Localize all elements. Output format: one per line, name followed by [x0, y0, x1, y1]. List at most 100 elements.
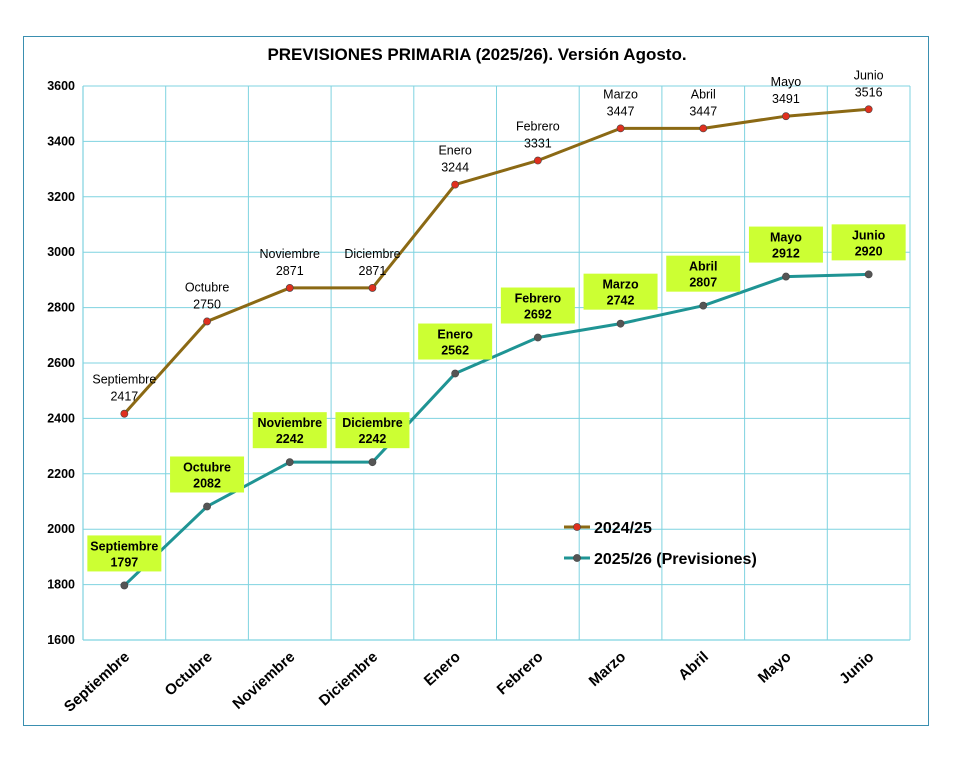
data-point: [616, 124, 625, 133]
data-label-box: [335, 412, 410, 449]
data-label: Marzo 3447: [603, 87, 638, 118]
data-label-value: 2871: [276, 264, 304, 278]
data-label-category: Febrero: [516, 120, 560, 134]
legend-label: 2024/25: [594, 520, 652, 537]
series-2024-25: Septiembre2417Octubre2750Noviembre2871Di…: [92, 68, 884, 418]
data-point: [782, 272, 790, 281]
data-label-value: 2692: [524, 308, 552, 322]
data-label: Abril 2807: [666, 255, 741, 292]
x-tick-label: Junio: [836, 648, 877, 687]
data-point: [699, 301, 708, 310]
data-label: Febrero 3331: [516, 120, 560, 151]
data-label-box: [87, 535, 162, 572]
data-label-category: Enero: [437, 328, 473, 342]
data-label: Diciembre 2871: [344, 247, 400, 278]
data-label-value: 3516: [855, 85, 883, 99]
y-tick-label: 2200: [47, 467, 75, 481]
x-tick-label: Noviembre: [229, 648, 298, 713]
x-tick-label: Marzo: [586, 648, 630, 690]
data-label-category: Octubre: [183, 460, 231, 474]
plot-area: Septiembre2417Octubre2750Noviembre2871Di…: [87, 68, 906, 590]
data-label: Mayo 2912: [748, 226, 823, 263]
data-label-category: Mayo: [770, 231, 802, 245]
data-label-value: 2871: [359, 264, 387, 278]
data-point: [285, 284, 294, 292]
data-label-category: Noviembre: [260, 247, 320, 261]
data-label: Enero 2562: [418, 323, 493, 360]
chart-frame: PREVISIONES PRIMARIA (2025/26). Versión …: [23, 36, 929, 726]
data-label-category: Mayo: [771, 75, 802, 89]
data-label-value: 2750: [193, 297, 221, 311]
data-label: Septiembre 1797: [87, 535, 162, 572]
data-label: Octubre 2750: [185, 280, 230, 311]
data-point: [699, 124, 708, 133]
data-label-category: Diciembre: [342, 416, 402, 430]
legend-swatch-marker: [573, 554, 581, 562]
series-2025-26: Septiembre1797Octubre2082Noviembre2242Di…: [87, 224, 906, 590]
data-label-value: 2562: [441, 344, 469, 358]
data-label-value: 2417: [110, 390, 138, 404]
data-label-value: 2242: [276, 432, 304, 446]
data-label: Noviembre 2242: [252, 412, 327, 449]
data-label: Junio 3516: [854, 68, 884, 99]
series-line: [123, 272, 869, 587]
data-label-box: [500, 287, 575, 324]
y-tick-label: 3000: [47, 245, 75, 259]
legend-item: 2025/26 (Previsiones): [564, 551, 757, 568]
data-label-value: 1797: [110, 555, 138, 569]
legend-label: 2025/26 (Previsiones): [594, 551, 757, 568]
x-tick-label: Febrero: [494, 648, 547, 698]
data-point: [203, 317, 211, 326]
data-label-box: [748, 226, 823, 263]
data-label-category: Septiembre: [90, 539, 158, 553]
data-label: Enero 3244: [438, 144, 471, 175]
data-label-box: [252, 412, 327, 449]
data-label: Abril 3447: [689, 87, 717, 118]
x-tick-label: Diciembre: [316, 648, 381, 709]
data-label-value: 2912: [772, 247, 800, 261]
data-label-category: Febrero: [515, 292, 562, 306]
data-point: [120, 409, 129, 418]
data-label: Junio 2920: [831, 224, 906, 261]
y-tick-label: 2000: [47, 522, 75, 536]
data-label-value: 2920: [855, 244, 883, 258]
data-label-value: 3331: [524, 137, 552, 151]
data-point: [533, 156, 542, 165]
legend-swatch-marker: [573, 523, 581, 531]
data-label-value: 3491: [772, 92, 800, 106]
data-label-value: 3447: [689, 104, 717, 118]
x-tick-label: Septiembre: [61, 648, 133, 715]
data-label-box: [666, 255, 741, 292]
y-tick-label: 3400: [47, 134, 75, 148]
data-label-category: Enero: [438, 144, 471, 158]
data-point: [203, 502, 211, 511]
gridlines: [82, 85, 911, 641]
y-axis: 1600 1800 2000 2200 2400 2600 2800 3000 3200 3400…: [47, 79, 84, 647]
data-label: Diciembre 2242: [335, 412, 410, 449]
data-point: [368, 284, 377, 292]
data-point: [120, 581, 129, 590]
data-point: [368, 458, 377, 467]
data-point: [616, 319, 625, 328]
y-tick-label: 3200: [47, 190, 75, 204]
data-label-box: [170, 456, 245, 493]
data-point: [533, 333, 542, 342]
data-point: [864, 270, 873, 279]
data-label-value: 2742: [607, 294, 635, 308]
data-label-category: Junio: [852, 228, 886, 242]
x-tick-label: Mayo: [755, 648, 795, 686]
data-label-category: Septiembre: [92, 373, 156, 387]
data-label-category: Octubre: [185, 280, 230, 294]
data-point: [451, 180, 460, 189]
x-axis: Septiembre Octubre Noviembre Diciembre Enero…: [61, 639, 910, 716]
data-label-value: 2242: [359, 432, 387, 446]
y-tick-label: 1800: [47, 578, 75, 592]
data-point: [782, 112, 790, 121]
series-line: [123, 107, 869, 415]
y-tick-label: 1600: [47, 633, 75, 647]
x-tick-label: Enero: [421, 648, 464, 689]
y-tick-label: 2400: [47, 411, 75, 425]
x-tick-label: Octubre: [162, 648, 216, 699]
data-label-box: [418, 323, 493, 360]
data-label-category: Noviembre: [257, 416, 322, 430]
